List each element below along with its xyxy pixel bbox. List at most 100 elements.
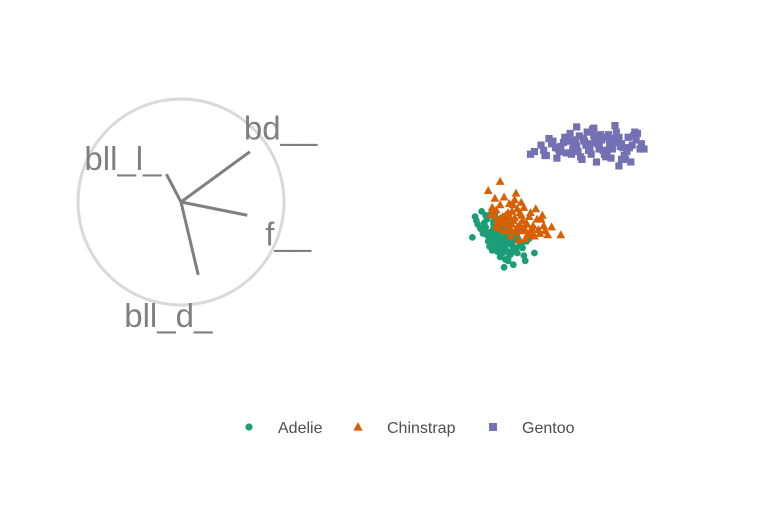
gentoo-point <box>590 132 598 140</box>
chinstrap-point <box>524 212 534 220</box>
gentoo-point <box>624 133 632 141</box>
chinstrap-point <box>508 200 518 209</box>
gentoo-point <box>566 129 574 137</box>
chinstrap-point <box>534 225 543 233</box>
gentoo-point <box>530 148 539 156</box>
gentoo-point <box>612 128 620 136</box>
series-chinstrap <box>483 176 566 244</box>
adelie-point <box>500 263 508 271</box>
gentoo-point <box>555 148 564 156</box>
gentoo-point <box>611 122 619 130</box>
chinstrap-point <box>539 221 549 230</box>
axis-guide-circle <box>76 97 286 307</box>
gentoo-point <box>602 133 610 141</box>
gentoo-point <box>623 148 631 156</box>
gentoo-point <box>553 154 561 162</box>
gentoo-point <box>619 144 627 152</box>
legend-key-gentoo <box>489 423 497 431</box>
chinstrap-point <box>537 210 547 219</box>
gentoo-point <box>567 150 575 158</box>
chinstrap-point <box>506 231 516 240</box>
chinstrap-point <box>527 228 537 237</box>
gentoo-point <box>636 145 644 153</box>
chinstrap-point <box>528 221 538 230</box>
adelie-point <box>496 237 504 245</box>
gentoo-point <box>617 155 626 163</box>
chinstrap-point <box>491 205 501 214</box>
axis-guide-label-3: bll_d_ <box>124 297 213 334</box>
adelie-point <box>521 257 529 265</box>
gentoo-point <box>565 137 573 145</box>
gentoo-point <box>607 154 615 162</box>
scatter-points <box>469 122 648 271</box>
series-gentoo <box>526 122 648 170</box>
axis-guide-line-3 <box>179 201 200 276</box>
gentoo-point <box>637 140 645 148</box>
chinstrap-point <box>520 225 530 233</box>
legend-label-gentoo: Gentoo <box>522 420 575 437</box>
adelie-point <box>472 217 480 224</box>
chinstrap-point <box>516 210 526 219</box>
chinstrap-point <box>511 188 521 197</box>
gentoo-point <box>590 124 598 132</box>
gentoo-point <box>627 158 635 166</box>
gentoo-point <box>563 133 572 141</box>
adelie-point <box>469 234 476 241</box>
gentoo-point <box>541 151 549 160</box>
gentoo-point <box>596 135 605 143</box>
chinstrap-point <box>498 213 508 222</box>
gentoo-point <box>571 136 579 144</box>
chinstrap-point <box>514 235 523 244</box>
gentoo-point <box>573 123 581 131</box>
chinstrap-point <box>510 195 520 204</box>
gentoo-point <box>570 140 578 148</box>
adelie-point <box>509 261 517 269</box>
gentoo-point <box>569 145 577 153</box>
axis-guide-label-1: bd__ <box>244 110 318 147</box>
chinstrap-point <box>490 193 500 202</box>
gentoo-point <box>629 132 638 140</box>
axis-guide-line-2 <box>180 200 248 217</box>
gentoo-point <box>620 151 628 160</box>
gentoo-point <box>587 150 595 158</box>
chinstrap-point <box>510 213 520 222</box>
gentoo-point <box>540 146 548 154</box>
adelie-point <box>520 252 528 259</box>
chinstrap-point <box>531 204 541 213</box>
chinstrap-point <box>501 218 510 227</box>
gentoo-point <box>548 140 556 148</box>
gentoo-point <box>574 148 582 156</box>
gentoo-point <box>579 136 587 144</box>
chinstrap-point <box>499 226 509 235</box>
chinstrap-point <box>495 176 505 185</box>
chinstrap-point <box>503 208 513 217</box>
adelie-point <box>483 231 491 239</box>
gentoo-point <box>562 149 570 157</box>
chinstrap-point <box>499 192 509 201</box>
gentoo-point <box>537 141 545 149</box>
gentoo-point <box>526 150 535 158</box>
gentoo-point <box>584 140 593 148</box>
gentoo-point <box>614 138 622 147</box>
gentoo-point <box>545 135 553 143</box>
chinstrap-point <box>491 221 501 230</box>
legend-key-adelie <box>245 423 253 431</box>
gentoo-point <box>575 132 583 140</box>
chinstrap-point <box>547 222 556 231</box>
gentoo-point <box>615 162 623 170</box>
gentoo-point <box>600 150 608 158</box>
gentoo-point <box>557 142 565 150</box>
legend: Adelie Chinstrap Gentoo <box>245 420 575 437</box>
adelie-point <box>509 244 517 252</box>
axis-guide: bll_l_ bd__ f__ bll_d_ <box>76 97 318 334</box>
gentoo-point <box>615 133 623 141</box>
gentoo-point <box>631 128 639 136</box>
chinstrap-point <box>519 202 529 211</box>
chinstrap-point <box>518 215 527 224</box>
chinstrap-point <box>489 210 498 219</box>
gentoo-point <box>606 137 614 145</box>
gentoo-point <box>640 145 648 153</box>
adelie-point <box>503 237 511 245</box>
adelie-point <box>504 254 512 262</box>
